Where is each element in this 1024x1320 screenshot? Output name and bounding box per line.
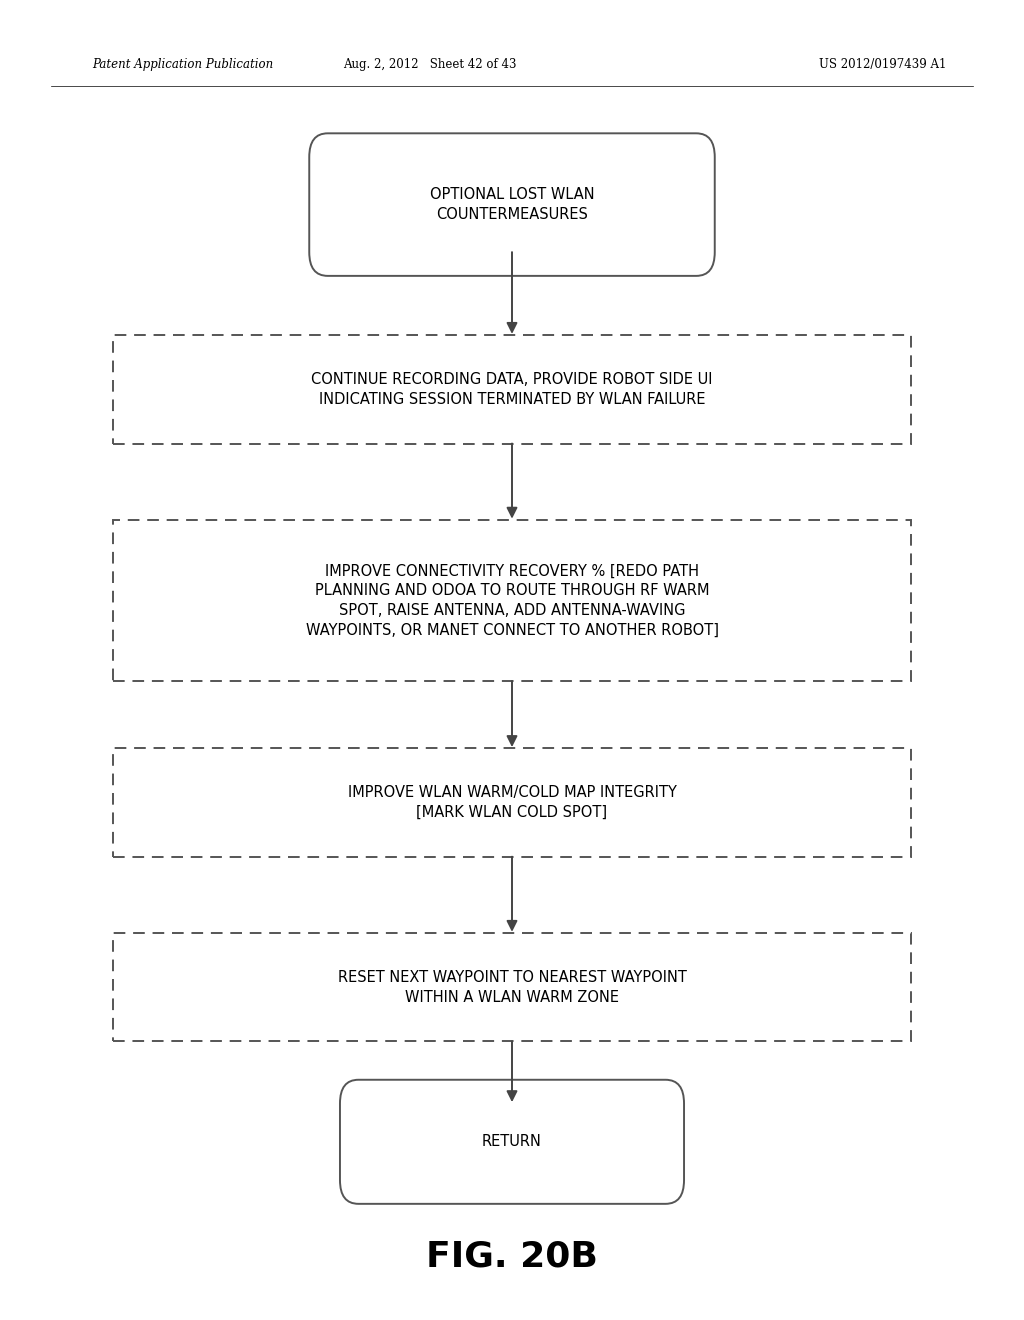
Text: RESET NEXT WAYPOINT TO NEAREST WAYPOINT
WITHIN A WLAN WARM ZONE: RESET NEXT WAYPOINT TO NEAREST WAYPOINT … — [338, 970, 686, 1005]
Text: CONTINUE RECORDING DATA, PROVIDE ROBOT SIDE UI
INDICATING SESSION TERMINATED BY : CONTINUE RECORDING DATA, PROVIDE ROBOT S… — [311, 372, 713, 407]
Text: OPTIONAL LOST WLAN
COUNTERMEASURES: OPTIONAL LOST WLAN COUNTERMEASURES — [430, 187, 594, 222]
Text: Aug. 2, 2012   Sheet 42 of 43: Aug. 2, 2012 Sheet 42 of 43 — [343, 58, 517, 71]
FancyBboxPatch shape — [113, 933, 911, 1041]
Text: IMPROVE CONNECTIVITY RECOVERY % [REDO PATH
PLANNING AND ODOA TO ROUTE THROUGH RF: IMPROVE CONNECTIVITY RECOVERY % [REDO PA… — [305, 564, 719, 638]
Text: US 2012/0197439 A1: US 2012/0197439 A1 — [819, 58, 946, 71]
Text: FIG. 20B: FIG. 20B — [426, 1239, 598, 1274]
Text: RETURN: RETURN — [482, 1134, 542, 1150]
FancyBboxPatch shape — [309, 133, 715, 276]
FancyBboxPatch shape — [113, 748, 911, 857]
FancyBboxPatch shape — [340, 1080, 684, 1204]
Text: Patent Application Publication: Patent Application Publication — [92, 58, 273, 71]
FancyBboxPatch shape — [113, 335, 911, 444]
Text: IMPROVE WLAN WARM/COLD MAP INTEGRITY
[MARK WLAN COLD SPOT]: IMPROVE WLAN WARM/COLD MAP INTEGRITY [MA… — [347, 785, 677, 820]
FancyBboxPatch shape — [113, 520, 911, 681]
